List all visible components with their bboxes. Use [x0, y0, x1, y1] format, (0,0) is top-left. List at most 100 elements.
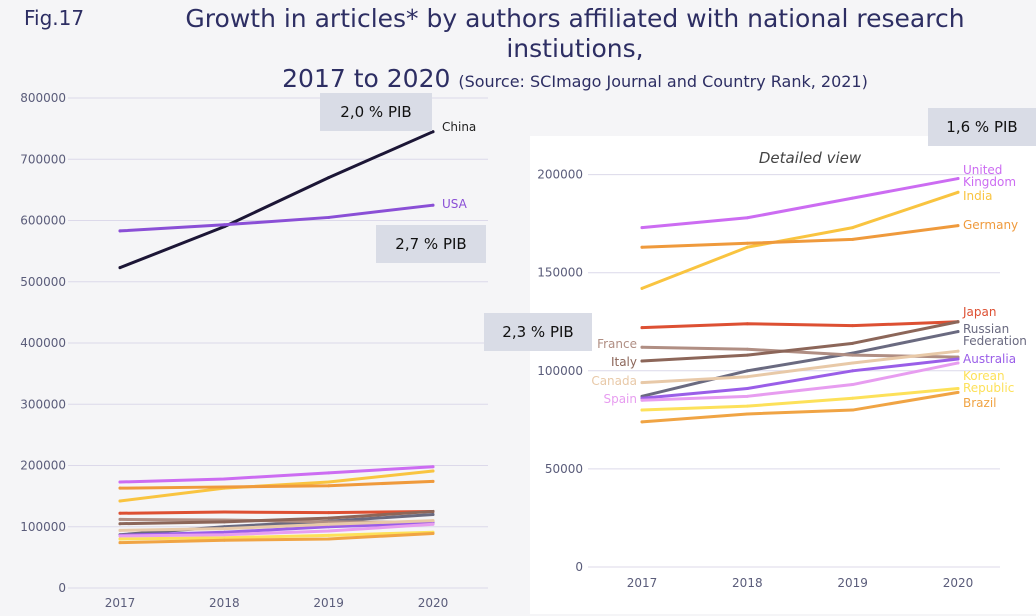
data-point-australia [745, 386, 749, 390]
title-line-1: Growth in articles* by authors affiliate… [185, 4, 965, 63]
data-point-united-kingdom [222, 477, 226, 481]
series-line-united-kingdom [640, 177, 960, 230]
x-tick-label: 2019 [837, 576, 868, 590]
series-line-china [118, 130, 435, 270]
series-line-australia [118, 521, 435, 537]
data-point-united-kingdom [327, 471, 331, 475]
y-tick-label: 300000 [20, 397, 66, 411]
data-point-united-kingdom [956, 177, 960, 181]
data-point-united-kingdom [431, 465, 435, 469]
series-line-russian-federation [640, 330, 960, 398]
series-line-united-kingdom [118, 465, 435, 484]
data-point-germany [745, 241, 749, 245]
x-tick-label: 2020 [418, 596, 449, 610]
overview-chart: 0 100000 200000 300000 400000 500000 600000 700… [20, 91, 488, 610]
data-point-germany [956, 224, 960, 228]
data-point-india [327, 480, 331, 484]
data-point-italy [431, 509, 435, 513]
series-line-japan [640, 320, 960, 330]
data-point-canada [118, 528, 122, 532]
data-point-australia [222, 530, 226, 534]
data-point-germany [118, 486, 122, 490]
data-point-spain [956, 361, 960, 365]
data-point-germany [640, 245, 644, 249]
series-label-china: China [442, 120, 476, 134]
data-point-canada [956, 349, 960, 353]
x-tick-label: 2018 [732, 576, 763, 590]
detailed-chart: 0 50000 100000 150000 200000 2017 2018 2019 2020… [537, 149, 1027, 590]
series-label-spain: Spain [603, 392, 637, 406]
series-label-france: France [597, 337, 637, 351]
data-point-japan [222, 510, 226, 514]
x-tick-label: 2019 [313, 596, 344, 610]
series-line-canada [118, 519, 435, 532]
data-point-italy [640, 359, 644, 363]
series-line-italy [118, 509, 435, 526]
data-point-spain [327, 529, 331, 533]
series-label-australia: Australia [963, 352, 1016, 366]
data-point-korean-republic [851, 396, 855, 400]
series-line-korean-republic [118, 530, 435, 541]
data-point-usa [222, 223, 226, 227]
data-point-korean-republic [956, 386, 960, 390]
data-point-france [640, 345, 644, 349]
data-point-spain [745, 394, 749, 398]
y-tick-label: 800000 [20, 91, 66, 105]
series-line-germany [640, 224, 960, 249]
y-tick-label: 200000 [20, 459, 66, 473]
data-point-spain [222, 533, 226, 537]
data-point-canada [222, 527, 226, 531]
data-point-germany [222, 485, 226, 489]
data-point-korean-republic [118, 537, 122, 541]
data-point-united-kingdom [640, 226, 644, 230]
series-label-united-kingdom: Kingdom [963, 175, 1016, 189]
series-label-italy: Italy [611, 355, 637, 369]
data-point-germany [431, 479, 435, 483]
series-line-brazil [118, 531, 435, 545]
pib-box-middle: 2,3 % PIB [484, 313, 592, 351]
data-point-brazil [327, 537, 331, 541]
data-point-italy [327, 516, 331, 520]
data-point-australia [327, 525, 331, 529]
y-tick-label: 0 [575, 560, 583, 574]
series-label-usa: USA [442, 197, 468, 211]
y-tick-label: 50000 [545, 462, 583, 476]
y-tick-label: 200000 [537, 168, 583, 182]
data-point-brazil [431, 531, 435, 535]
data-point-france [745, 347, 749, 351]
x-tick-label: 2018 [209, 596, 240, 610]
series-line-india [640, 190, 960, 290]
series-line-spain [118, 522, 435, 538]
y-tick-label: 150000 [537, 266, 583, 280]
figure-label: Fig.17 [24, 6, 85, 30]
series-line-korean-republic [640, 386, 960, 412]
data-point-united-kingdom [745, 216, 749, 220]
series-line-germany [118, 479, 435, 490]
series-label-united-kingdom: United [963, 163, 1002, 177]
data-point-india [745, 245, 749, 249]
pib-box-china: 2,0 % PIB [320, 93, 432, 131]
data-point-canada [327, 522, 331, 526]
data-point-korean-republic [222, 536, 226, 540]
y-tick-label: 400000 [20, 336, 66, 350]
data-point-spain [431, 522, 435, 526]
data-point-japan [851, 324, 855, 328]
y-tick-label: 100000 [537, 364, 583, 378]
data-point-china [431, 130, 435, 134]
detail-panel-background [530, 136, 1036, 614]
data-point-india [851, 226, 855, 230]
series-line-usa [118, 203, 435, 233]
data-point-china [118, 266, 122, 270]
data-point-brazil [851, 408, 855, 412]
data-point-spain [640, 398, 644, 402]
data-point-russian-federation [956, 330, 960, 334]
data-point-canada [745, 375, 749, 379]
data-point-canada [851, 361, 855, 365]
data-point-korean-republic [640, 408, 644, 412]
data-point-italy [851, 341, 855, 345]
data-point-russian-federation [745, 369, 749, 373]
data-point-italy [956, 320, 960, 324]
x-tick-label: 2017 [105, 596, 136, 610]
data-point-italy [118, 522, 122, 526]
